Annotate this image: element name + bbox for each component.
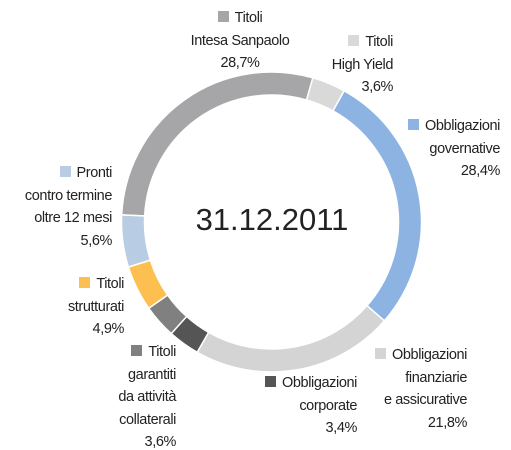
category-label: Obbligazioni finanziarie e assicurative	[383, 347, 467, 408]
category-label: Obbligazioni corporate	[282, 375, 357, 414]
segment-label: Titoli High Yield 3,6%	[331, 31, 394, 99]
donut-segment	[120, 214, 152, 268]
value-label: 4,9%	[92, 321, 125, 337]
legend-swatch	[375, 348, 386, 359]
segment-label: Titoli strutturati 4,9%	[68, 273, 124, 341]
value-label: 21,8%	[427, 414, 468, 431]
segment-label: Titoli Intesa Sanpaolo 28,7%	[140, 7, 340, 75]
legend-swatch	[408, 119, 419, 130]
legend-swatch	[265, 376, 276, 387]
value-label: 28,7%	[220, 55, 260, 71]
legend-swatch	[217, 11, 229, 22]
segment-label: Obbligazioni corporate 3,4%	[265, 372, 357, 440]
category-label: Titoli garantiti da attività collaterali	[118, 344, 176, 428]
legend-swatch	[59, 166, 71, 177]
value-label: 5,6%	[80, 232, 113, 249]
segment-label: Titoli garantiti da attività collaterali…	[118, 341, 176, 450]
value-label: 3,6%	[144, 434, 177, 450]
category-label: Titoli strutturati	[67, 276, 124, 315]
category-label: Titoli Intesa Sanpaolo	[190, 10, 290, 49]
donut-segment	[196, 304, 386, 373]
value-label: 3,4%	[325, 420, 358, 436]
value-label: 3,6%	[361, 79, 394, 95]
category-label: Pronti contro termine oltre 12 mesi	[24, 165, 112, 226]
legend-swatch	[79, 277, 91, 288]
legend-swatch	[348, 35, 360, 46]
segment-label: Obbligazioni governative 28,4%	[408, 115, 500, 183]
value-label: 28,4%	[460, 163, 501, 179]
category-label: Obbligazioni governative	[425, 118, 500, 157]
segment-label: Pronti contro termine oltre 12 mesi 5,6%	[25, 162, 112, 252]
segment-label: Obbligazioni finanziarie e assicurative 2…	[375, 344, 467, 434]
category-label: Titoli High Yield	[331, 34, 394, 73]
legend-swatch	[131, 345, 143, 356]
chart-title: 31.12.2011	[195, 202, 349, 237]
donut-segment	[120, 71, 314, 217]
